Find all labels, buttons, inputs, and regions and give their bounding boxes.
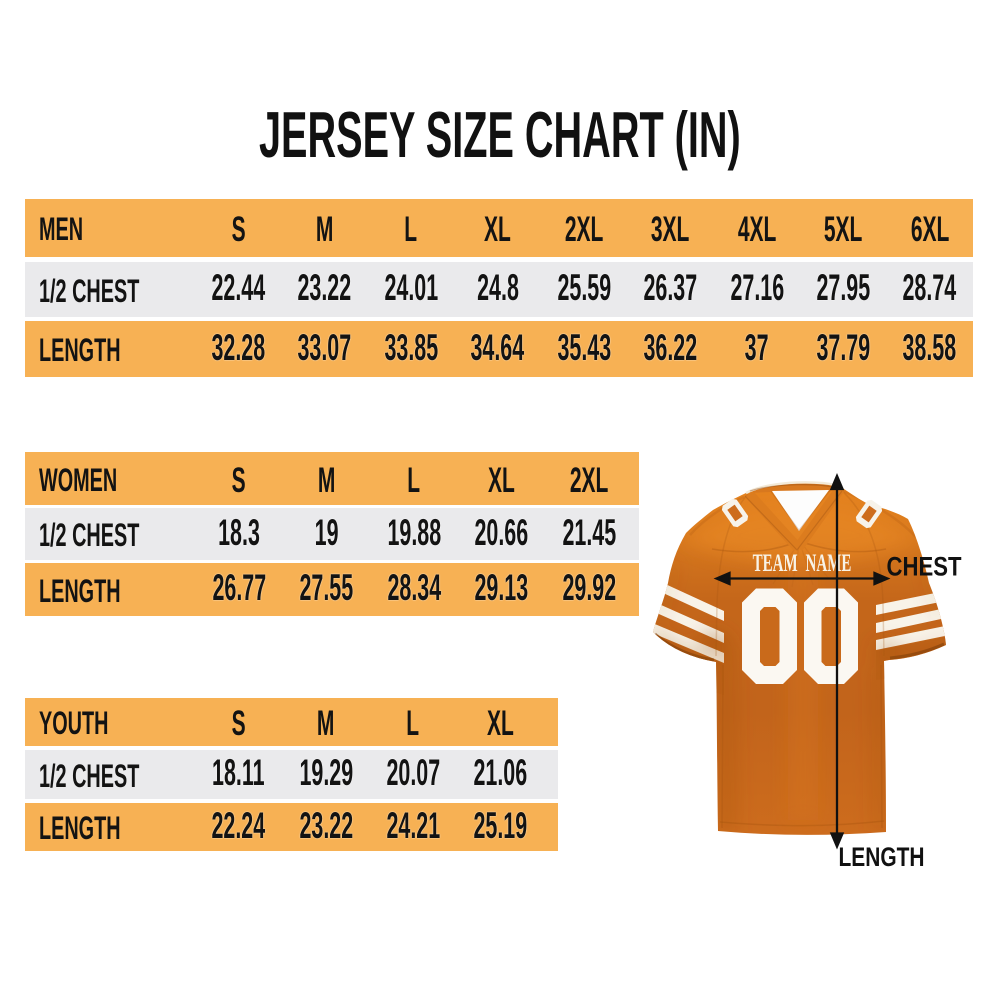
svg-text:TEAM NAME: TEAM NAME [753, 550, 852, 577]
svg-text:CHEST: CHEST [887, 553, 962, 583]
svg-text:LENGTH: LENGTH [839, 843, 925, 873]
